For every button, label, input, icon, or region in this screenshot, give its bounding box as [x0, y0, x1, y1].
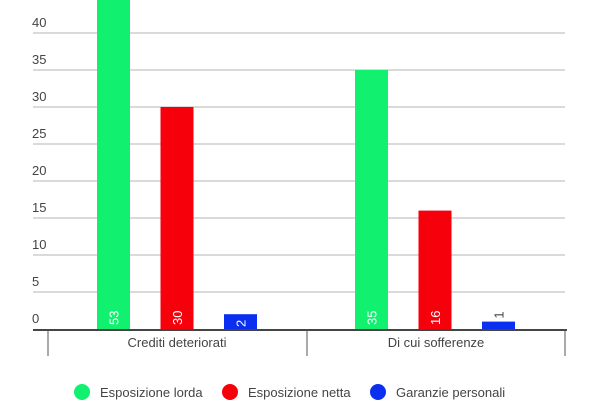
- y-tick-label: 25: [32, 126, 46, 141]
- bar: [224, 314, 257, 329]
- bar: [160, 107, 194, 329]
- x-tick-label: Di cui sofferenze: [388, 335, 485, 350]
- legend-marker: [370, 384, 386, 400]
- data-label: 2: [234, 320, 249, 327]
- bar: [482, 321, 515, 329]
- data-label: 35: [365, 311, 380, 325]
- legend-marker: [222, 384, 238, 400]
- legend-label: Esposizione netta: [248, 385, 351, 400]
- bar: [97, 0, 130, 329]
- y-tick-label: 30: [32, 89, 46, 104]
- y-tick-label: 5: [32, 274, 39, 289]
- y-tick-label: 10: [32, 237, 46, 252]
- data-label: 53: [107, 311, 122, 325]
- x-tick-label: Crediti deteriorati: [128, 335, 227, 350]
- y-tick-label: 15: [32, 200, 46, 215]
- data-label: 1: [492, 311, 507, 318]
- legend-marker: [74, 384, 90, 400]
- bar: [355, 70, 388, 329]
- data-label: 16: [428, 311, 443, 325]
- legend-label: Esposizione lorda: [100, 385, 203, 400]
- bar: [418, 210, 452, 329]
- y-tick-label: 20: [32, 163, 46, 178]
- legend-label: Garanzie personali: [396, 385, 505, 400]
- data-label: 30: [170, 311, 185, 325]
- y-tick-label: 0: [32, 311, 39, 326]
- y-tick-label: 35: [32, 52, 46, 67]
- y-tick-label: 40: [32, 15, 46, 30]
